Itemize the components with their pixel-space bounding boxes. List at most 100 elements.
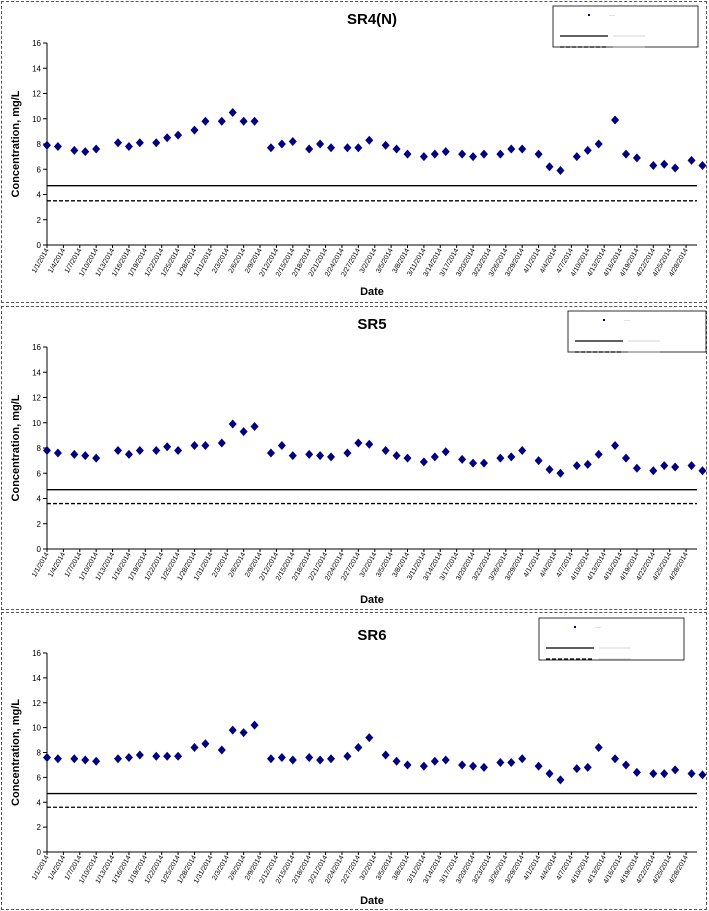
data-point [403,760,412,770]
y-axis-label: Concentration, mg/L [10,90,22,197]
data-point [365,439,374,449]
y-tick-label: 10 [32,419,41,428]
data-point [343,143,352,153]
data-point [53,142,62,152]
data-point [479,458,488,468]
data-point [632,463,641,473]
data-point [419,152,428,162]
y-tick-label: 2 [37,216,42,225]
legend-box [552,5,699,48]
data-point [228,107,237,117]
data-point [92,756,101,766]
data-point [671,462,680,472]
y-tick-label: 0 [37,848,42,857]
data-point [228,419,237,429]
legend-marker-dot [588,14,590,16]
data-point [572,764,581,774]
y-tick-label: 8 [37,444,42,453]
data-point [534,761,543,771]
data-point [698,466,707,476]
legend-marker-dot [574,626,576,628]
data-point [403,149,412,159]
data-point [496,149,505,159]
data-point [518,446,527,456]
y-tick-label: 12 [32,90,41,99]
data-point [316,139,325,149]
legend: —— [552,5,699,48]
data-point [687,155,696,165]
data-point [152,138,161,148]
y-tick-label: 0 [37,241,42,250]
data-point [43,752,51,762]
data-point [53,754,62,764]
data-point [621,453,630,463]
data-point [458,149,467,159]
data-point [217,745,226,755]
data-point [250,116,259,126]
data-point [43,140,51,150]
data-point [354,743,363,753]
data-point [239,427,248,437]
y-tick-label: 14 [32,368,41,377]
data-point [496,453,505,463]
data-point [92,144,101,154]
data-point [621,149,630,159]
data-point [53,448,62,458]
data-point [174,751,183,761]
data-point [556,775,565,785]
data-point [507,144,516,154]
data-point [698,770,707,780]
data-point [507,757,516,767]
data-point [441,147,450,157]
chart-title: SR6 [357,627,386,644]
data-point [124,449,133,459]
data-point [441,755,450,765]
legend-box [567,310,707,353]
data-point [632,153,641,163]
y-tick-label: 8 [37,140,42,149]
data-point [671,163,680,173]
data-point [660,461,669,471]
legend: —— [567,310,707,353]
data-point [365,135,374,145]
y-tick-label: 6 [37,165,42,174]
data-point [660,769,669,779]
legend-text-sample: —— [624,318,630,322]
data-point [572,461,581,471]
data-point [305,449,314,459]
legend-text-sample: —— [609,13,615,17]
data-point [70,145,79,155]
data-point [135,446,144,456]
data-point [458,760,467,770]
chart-svg-sr5: SR502468101214161/1/20141/4/20141/7/2014… [10,310,707,606]
data-point [250,422,259,432]
data-point [381,446,390,456]
data-point [381,140,390,150]
y-tick-label: 6 [37,773,42,782]
data-point [430,149,439,159]
legend-text-sample: —— [595,625,601,629]
x-axis-label: Date [360,594,384,606]
data-point [316,755,325,765]
data-point [381,750,390,760]
data-point [365,733,374,743]
data-point [266,448,275,458]
y-tick-label: 12 [32,699,41,708]
data-point [327,143,336,153]
data-point [611,440,620,450]
data-point [583,762,592,772]
data-point [343,448,352,458]
data-point [152,446,161,456]
y-tick-label: 16 [32,343,41,352]
y-tick-label: 12 [32,394,41,403]
x-axis-label: Date [360,286,384,298]
data-point [217,116,226,126]
data-point [316,451,325,461]
data-point [190,743,199,753]
data-point [649,160,658,170]
data-point [441,447,450,457]
data-point [594,449,603,459]
chart-svg-sr6: SR602468101214161/1/20141/4/20141/7/2014… [10,617,707,907]
data-point [43,446,51,456]
data-point [507,452,516,462]
